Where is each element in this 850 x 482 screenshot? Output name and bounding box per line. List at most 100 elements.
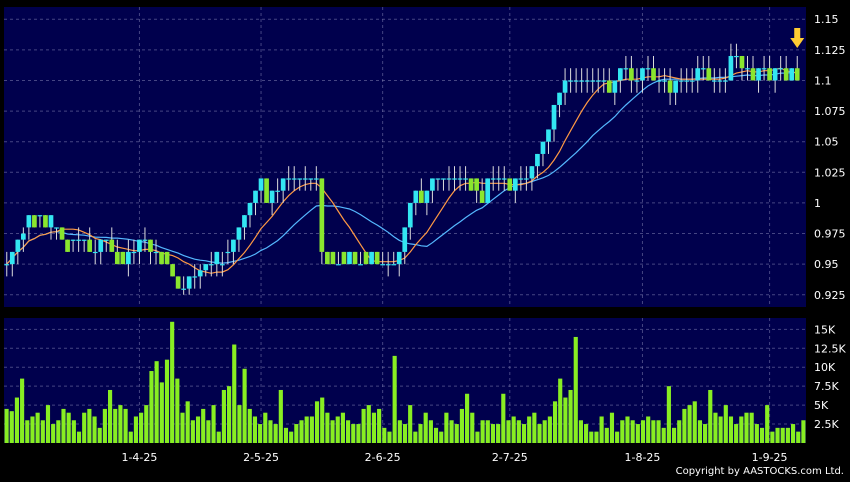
candle-body [87,239,93,252]
volume-bar [703,424,708,443]
candle-body [181,288,187,290]
candle-body [518,178,524,180]
price-tick-label: 0.925 [814,289,846,302]
candle-body [584,80,590,82]
volume-bar [765,405,770,443]
volume-bar [759,427,765,443]
volume-tick-label: 12.5K [814,342,846,355]
volume-bar [615,431,620,443]
candle-body [430,178,435,191]
volume-bar [516,420,521,443]
x-tick-label: 2-5-25 [243,451,279,464]
volume-bar [599,416,604,443]
volume-bar [258,424,263,443]
volume-bar [744,412,749,443]
volume-bar [542,420,547,443]
volume-bar [661,427,666,443]
volume-bar [346,420,351,443]
candle-body [385,264,391,266]
volume-bar [728,416,734,443]
candle-body [457,178,463,180]
volume-bar [532,412,537,443]
volume-bar [56,420,61,443]
volume-bar [552,401,558,443]
candle-body [120,251,126,265]
candle-body [695,68,701,81]
volume-bar [61,408,66,443]
candle-body [728,55,734,81]
candle-body [286,178,292,180]
price-tick-label: 1.125 [814,44,846,57]
candle-body [546,129,551,142]
volume-bar [573,336,578,443]
candle-body [734,55,739,58]
volume-bar [387,431,392,443]
candle-body [70,239,76,241]
candle-body [4,264,10,266]
candle-body [363,251,369,265]
candle-body [501,178,507,180]
volume-bar [289,431,294,443]
volume-bar [221,389,226,443]
volume-bar [252,416,258,443]
candle-body [717,80,723,82]
volume-bar [304,416,309,443]
candle-body [275,190,280,192]
price-tick-label: 0.95 [814,258,839,271]
candle-body [640,68,645,81]
candle-body [634,80,640,82]
candle-body [347,251,352,265]
candle-body [142,239,148,241]
candle-body [590,80,596,82]
volume-bar [558,378,563,443]
candle-body [341,251,347,265]
volume-bar [439,431,444,443]
candle-body [109,239,115,252]
candle-body [667,80,673,93]
candle-body [617,68,623,81]
volume-bar [511,416,516,443]
volume-bar [237,405,242,443]
volume-tick-label: 2.5K [814,418,839,431]
volume-bar [139,412,144,443]
candle-body [15,239,21,252]
candle-body [269,190,275,203]
volume-bar [723,405,728,443]
candle-body [352,251,358,265]
candle-body [623,68,629,70]
candle-body [706,68,712,81]
copyright-text: Copyright by AASTOCKS.com Ltd. [675,466,844,477]
volume-bar [790,424,796,443]
candle-body [297,178,303,180]
candle-body [407,202,413,228]
volume-bar [454,424,459,443]
volume-bar [30,416,35,443]
volume-bar [211,405,216,443]
candle-body [496,178,502,180]
last-bar-arrow-icon [790,27,805,48]
volume-bar [87,408,92,443]
volume-bar [485,420,490,443]
volume-bar [366,405,371,443]
candle-body [374,251,380,265]
volume-bar [123,408,128,443]
volume-bar [133,416,139,443]
candle-body [131,251,137,254]
volume-bar [102,408,107,443]
x-tick-label: 2-7-25 [492,451,528,464]
candle-body [474,178,479,191]
volume-tick-label: 7.5K [814,380,839,393]
candle-body [418,190,424,203]
candle-body [175,276,181,289]
volume-bar [506,420,511,443]
x-tick-label: 2-6-25 [365,451,401,464]
volume-bar [780,427,785,443]
candle-body [723,80,728,82]
volume-bar [470,412,475,443]
volume-bar [677,420,682,443]
volume-bar [9,411,14,443]
candle-body [225,251,231,254]
candle-body [358,264,363,266]
volume-bar [92,416,97,443]
volume-bar [361,408,366,443]
